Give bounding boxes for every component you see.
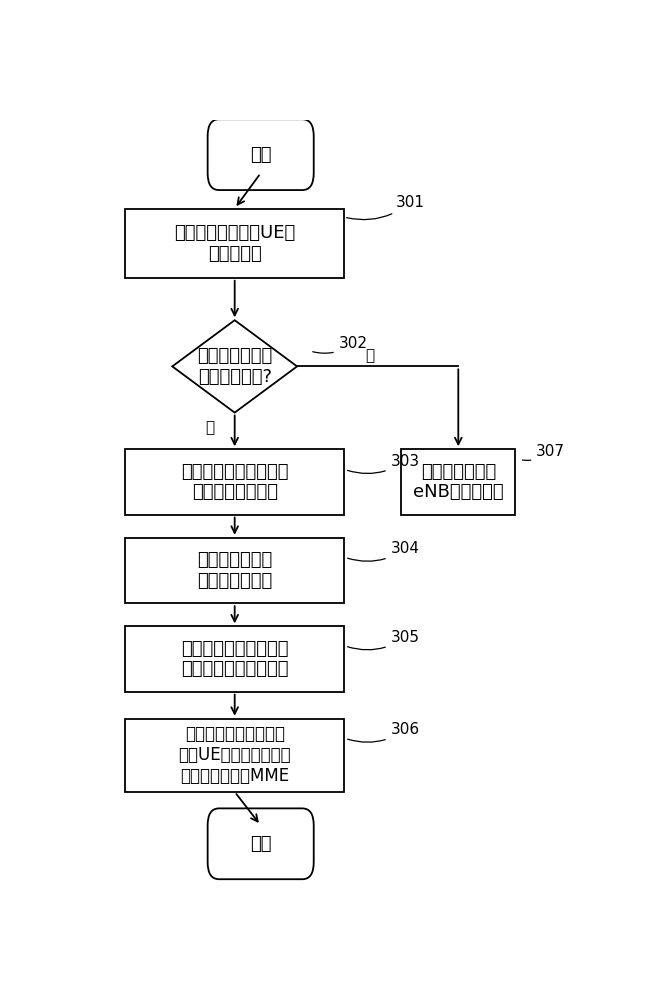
Text: 305: 305 bbox=[348, 630, 419, 650]
Text: 306: 306 bbox=[348, 722, 420, 742]
Text: 304: 304 bbox=[348, 541, 419, 561]
Bar bbox=[401, 449, 515, 515]
Text: 源主基站决定是
否改变辅基站?: 源主基站决定是 否改变辅基站? bbox=[197, 347, 272, 386]
Text: 303: 303 bbox=[348, 454, 420, 473]
Bar bbox=[125, 209, 344, 278]
Text: 开始: 开始 bbox=[250, 146, 272, 164]
Text: 源主基站发送相应的消
息给UE，目的主基站发
送相应的消息给MME: 源主基站发送相应的消 息给UE，目的主基站发 送相应的消息给MME bbox=[178, 725, 291, 785]
Bar bbox=[125, 719, 344, 792]
Text: 源主基站发送切换请求
消息给目的主基站: 源主基站发送切换请求 消息给目的主基站 bbox=[181, 462, 289, 501]
Text: 结束: 结束 bbox=[250, 835, 272, 853]
Text: 源主基站决定切换UE到
目的主基站: 源主基站决定切换UE到 目的主基站 bbox=[174, 224, 295, 263]
Bar bbox=[125, 449, 344, 515]
Text: 301: 301 bbox=[347, 195, 425, 220]
Text: 是: 是 bbox=[365, 348, 374, 363]
Bar bbox=[125, 538, 344, 603]
Text: 目的主基站决定
是否改变辅基站: 目的主基站决定 是否改变辅基站 bbox=[197, 551, 272, 590]
Polygon shape bbox=[172, 320, 297, 413]
Text: 307: 307 bbox=[523, 444, 565, 460]
Text: 否: 否 bbox=[205, 420, 214, 436]
Text: 目的主基站发送切换请
求确认消息给源主基站: 目的主基站发送切换请 求确认消息给源主基站 bbox=[181, 640, 289, 678]
Text: 现有源主基站到
eNB的切换流程: 现有源主基站到 eNB的切换流程 bbox=[413, 462, 504, 501]
Text: 302: 302 bbox=[313, 336, 368, 353]
FancyBboxPatch shape bbox=[207, 119, 314, 190]
Bar bbox=[125, 626, 344, 692]
FancyBboxPatch shape bbox=[207, 808, 314, 879]
